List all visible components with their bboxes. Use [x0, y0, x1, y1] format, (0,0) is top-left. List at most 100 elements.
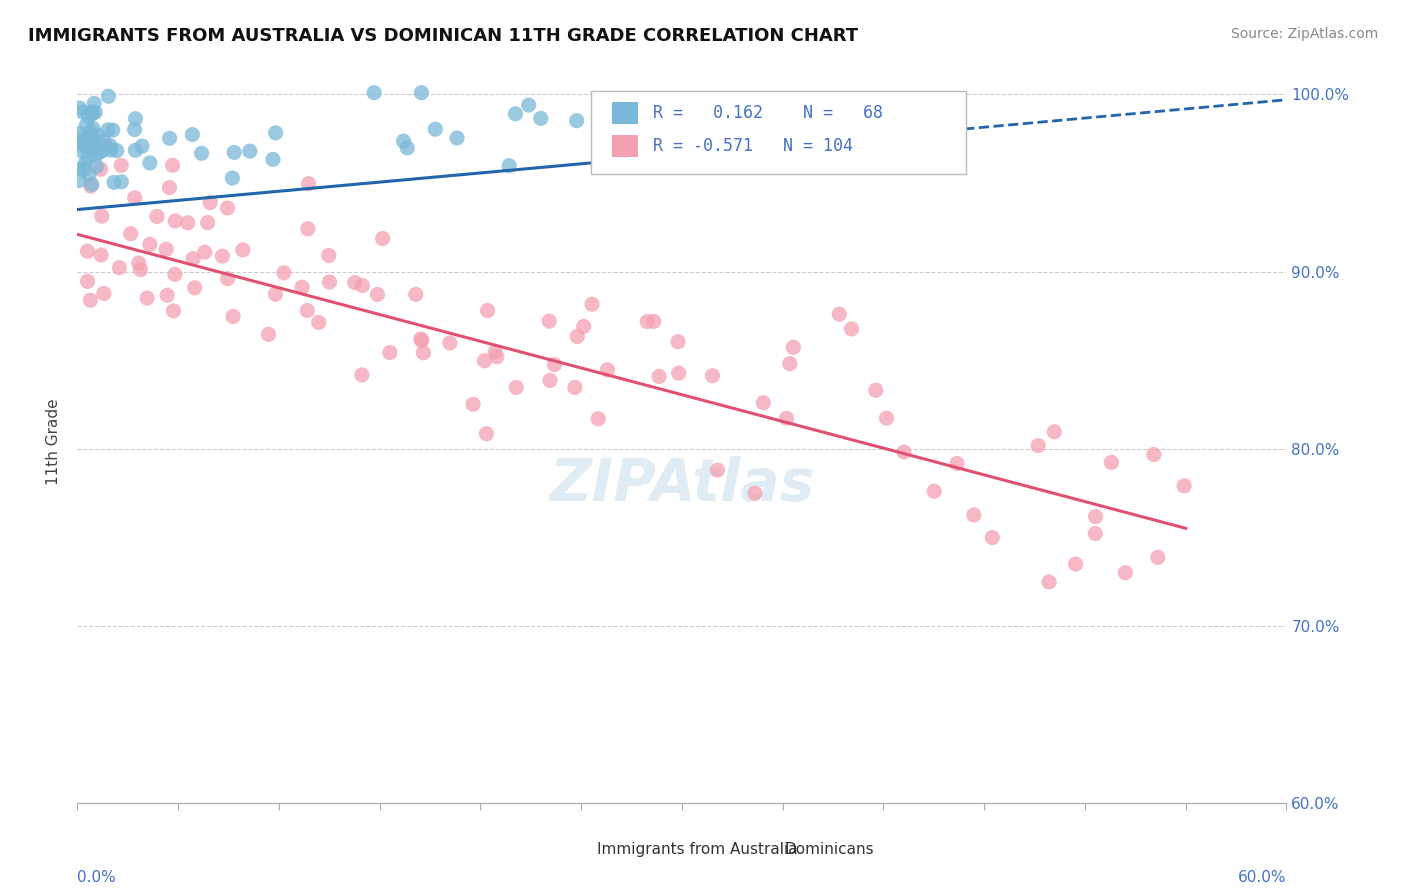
Point — [782, 340, 804, 354]
Point — [77, 110, 100, 124]
Point — [77, 168, 100, 182]
Point — [93, 286, 115, 301]
Point — [893, 445, 915, 459]
Point — [257, 327, 280, 342]
Point — [80, 178, 103, 192]
Point — [110, 175, 132, 189]
Text: R = -0.571   N = 104: R = -0.571 N = 104 — [652, 137, 853, 155]
Point — [567, 329, 589, 343]
Point — [1026, 439, 1049, 453]
Point — [162, 304, 184, 318]
Point — [165, 214, 187, 228]
Point — [543, 358, 565, 372]
Point — [190, 146, 212, 161]
Point — [572, 319, 595, 334]
Point — [89, 145, 111, 160]
Point — [530, 112, 553, 126]
Point — [752, 395, 775, 409]
Point — [222, 310, 245, 324]
Point — [297, 303, 319, 318]
Point — [82, 121, 104, 136]
Point — [83, 142, 105, 156]
Point — [412, 346, 434, 360]
Point — [405, 287, 427, 301]
Point — [156, 288, 179, 302]
Point — [596, 363, 619, 377]
Point — [264, 126, 287, 140]
Point — [308, 316, 330, 330]
Point — [505, 380, 527, 394]
Point — [367, 287, 389, 301]
Point — [76, 274, 98, 288]
Point — [69, 162, 91, 177]
Point — [211, 249, 233, 263]
Point — [1146, 550, 1168, 565]
Point — [1099, 455, 1122, 469]
Point — [197, 216, 219, 230]
Point — [139, 156, 162, 170]
Point — [90, 162, 112, 177]
Point — [1043, 425, 1066, 439]
Bar — [612, 136, 638, 157]
Point — [101, 123, 124, 137]
Point — [217, 271, 239, 285]
Point — [155, 242, 177, 256]
Point — [157, 180, 180, 194]
Point — [318, 275, 340, 289]
Text: IMMIGRANTS FROM AUSTRALIA VS DOMINICAN 11TH GRADE CORRELATION CHART: IMMIGRANTS FROM AUSTRALIA VS DOMINICAN 1… — [28, 27, 858, 45]
Point — [146, 210, 169, 224]
Point — [702, 368, 724, 383]
Point — [124, 112, 146, 126]
Point — [67, 127, 90, 141]
Point — [217, 201, 239, 215]
Point — [75, 156, 97, 170]
Point — [922, 484, 945, 499]
Point — [93, 135, 115, 149]
Point — [75, 118, 97, 132]
Point — [371, 231, 394, 245]
Point — [97, 89, 120, 103]
Point — [828, 307, 851, 321]
Point — [67, 173, 90, 187]
Point — [98, 138, 121, 153]
Point — [581, 297, 603, 311]
Point — [83, 131, 105, 145]
Point — [181, 252, 204, 266]
Point — [224, 145, 246, 160]
Point — [297, 177, 319, 191]
Point — [184, 281, 207, 295]
Point — [636, 314, 658, 328]
Point — [90, 209, 112, 223]
FancyBboxPatch shape — [592, 91, 966, 174]
Point — [82, 106, 104, 120]
Point — [80, 141, 103, 155]
Point — [668, 366, 690, 380]
Point — [181, 128, 204, 142]
Bar — [561, 841, 582, 857]
Point — [87, 128, 110, 143]
Point — [517, 98, 540, 112]
Point — [131, 139, 153, 153]
Point — [198, 195, 221, 210]
Point — [485, 350, 508, 364]
Point — [392, 134, 415, 148]
Point — [90, 248, 112, 262]
Point — [97, 123, 120, 137]
Point — [946, 457, 969, 471]
Point — [425, 122, 447, 136]
Point — [136, 291, 159, 305]
Point — [564, 380, 586, 394]
Point — [1064, 557, 1087, 571]
Point — [76, 244, 98, 259]
Point — [108, 260, 131, 275]
Point — [94, 140, 117, 154]
Point — [297, 221, 319, 235]
Point — [103, 175, 125, 189]
Point — [77, 141, 100, 155]
Point — [643, 314, 665, 328]
Point — [474, 353, 496, 368]
Point — [396, 141, 419, 155]
Point — [1038, 574, 1060, 589]
Point — [775, 411, 797, 425]
Point — [77, 130, 100, 145]
